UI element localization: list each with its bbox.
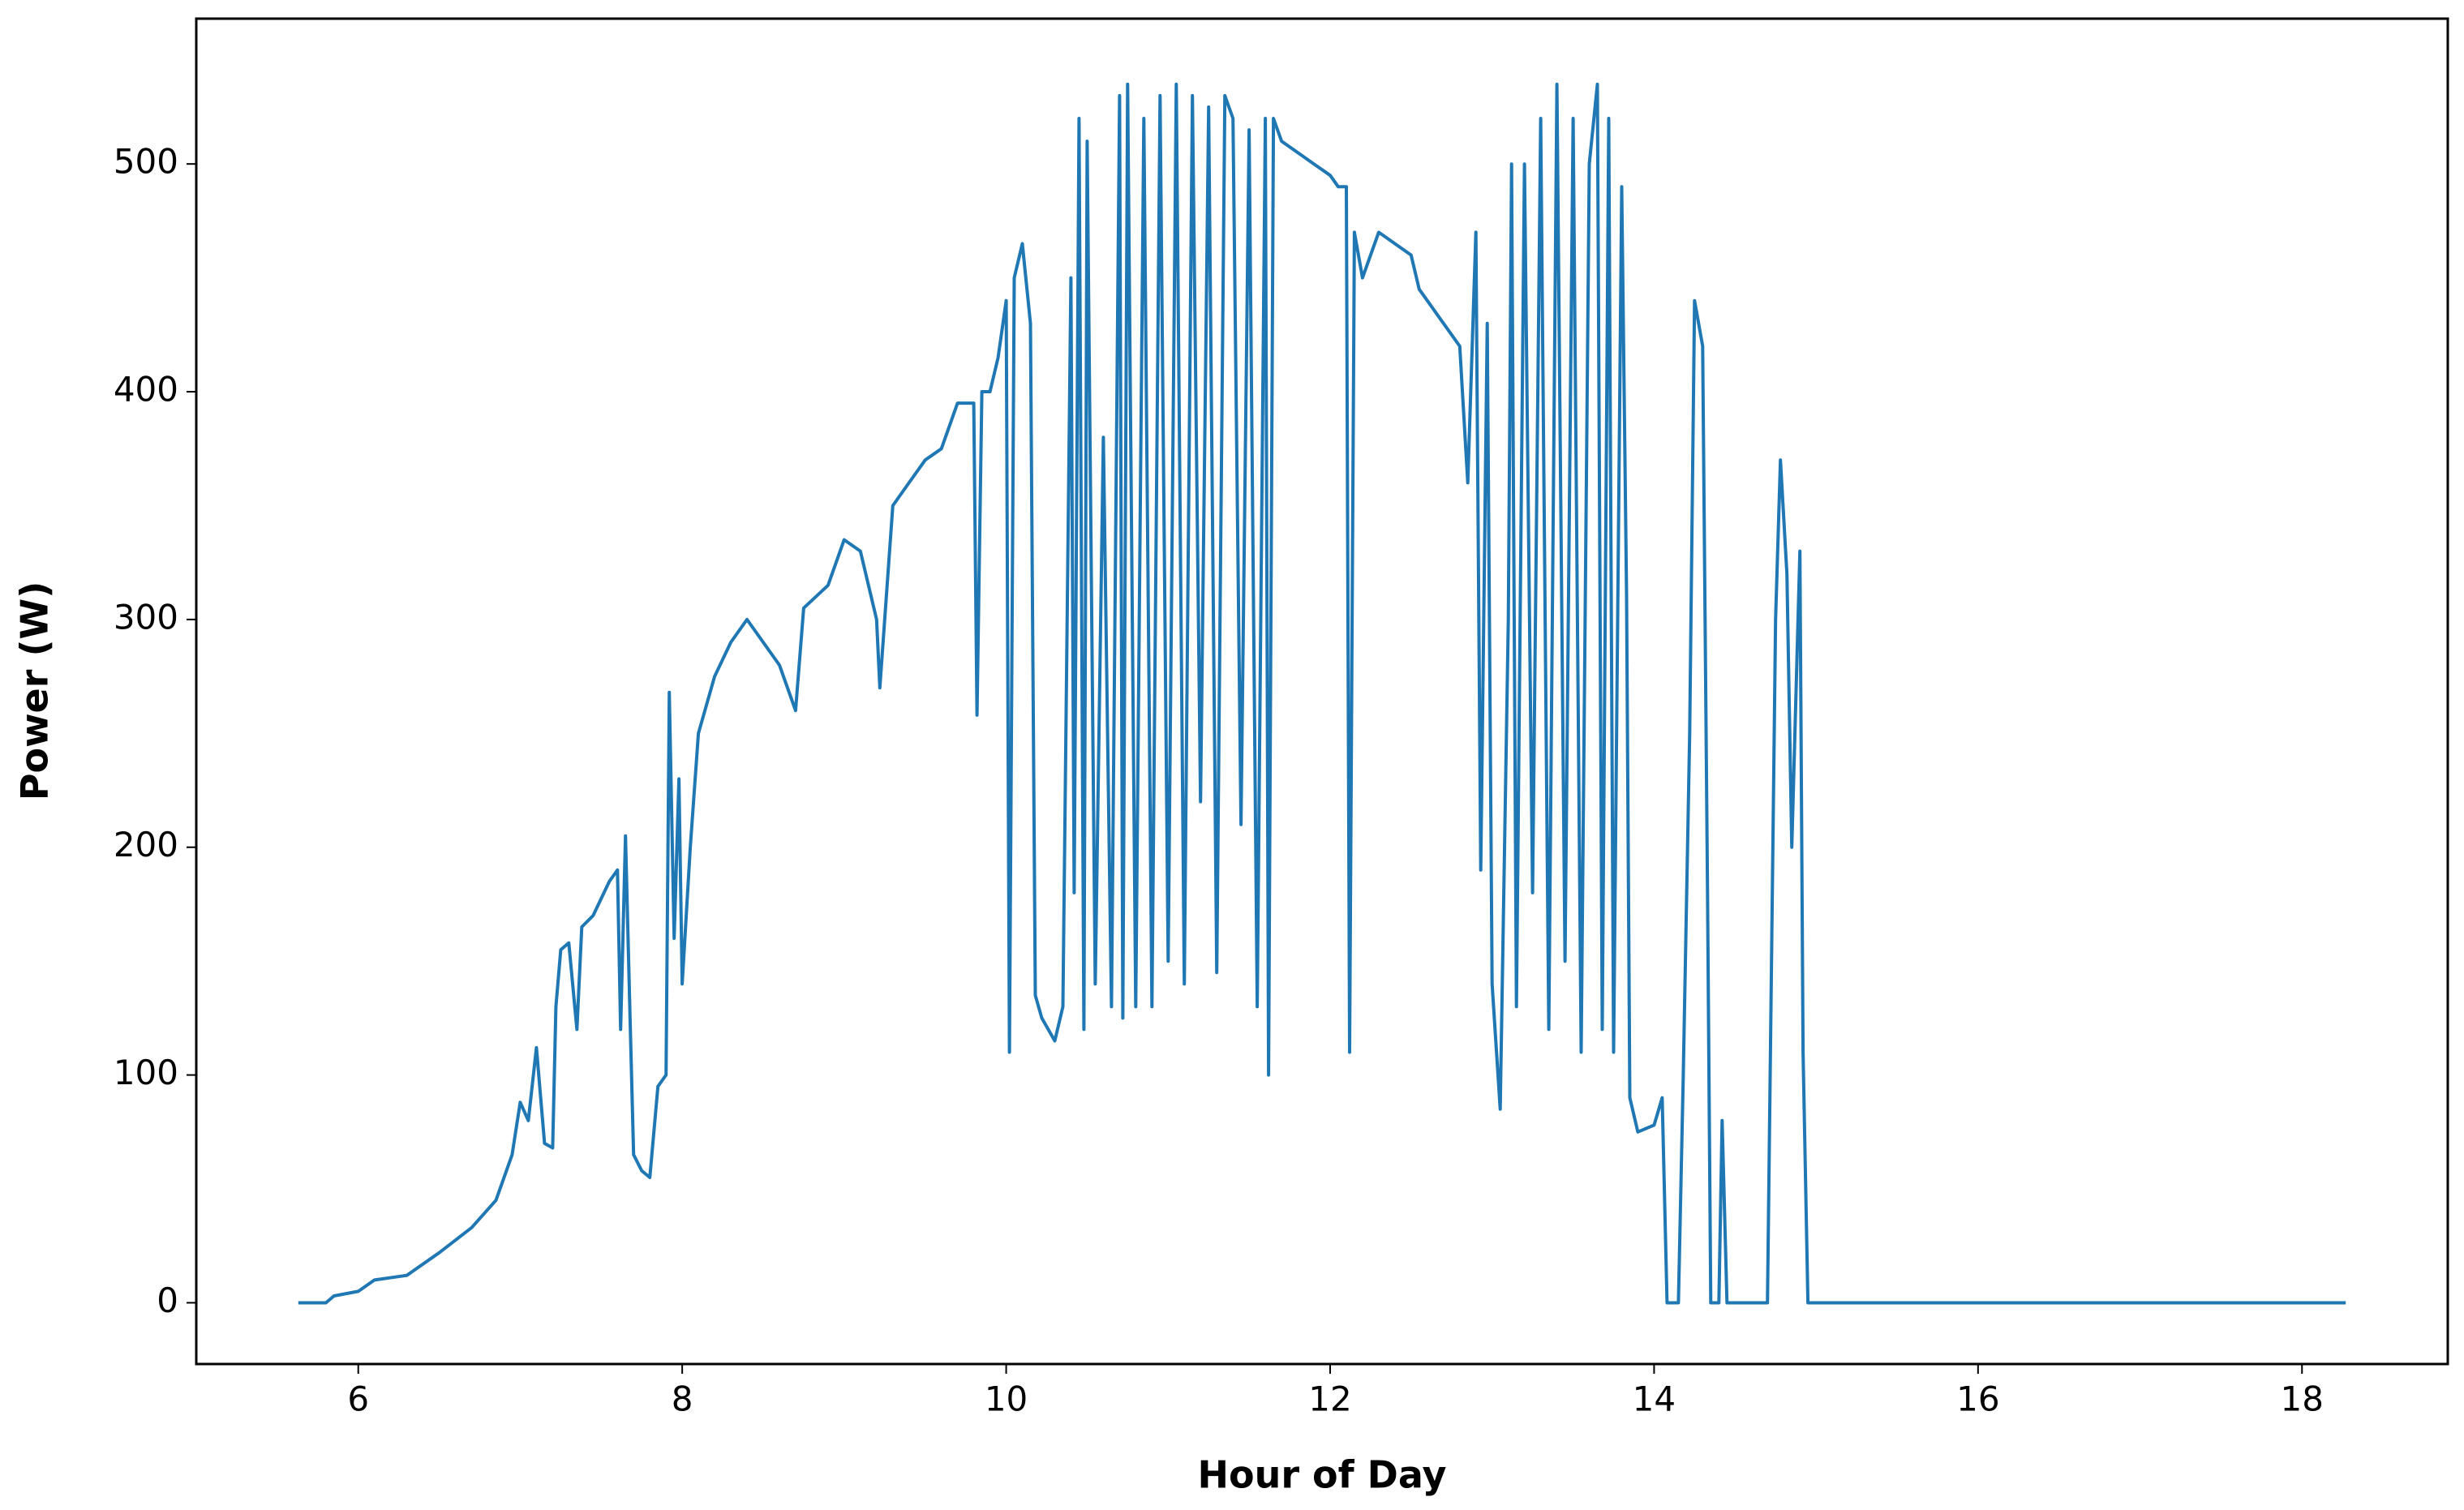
x-axis-label: Hour of Day: [1198, 1453, 1447, 1497]
x-tick-label: 12: [1308, 1379, 1351, 1419]
y-tick-label: 400: [114, 370, 178, 410]
y-tick-label: 500: [114, 142, 178, 182]
y-tick-label: 100: [114, 1053, 178, 1092]
x-tick-label: 8: [672, 1379, 693, 1419]
y-tick-label: 0: [157, 1280, 178, 1320]
plot-frame: [195, 17, 2449, 1366]
x-tick-label: 14: [1633, 1379, 1676, 1419]
y-tick-label: 200: [114, 825, 178, 864]
y-tick-label: 300: [114, 597, 178, 637]
x-tick-label: 18: [2281, 1379, 2324, 1419]
x-tick-label: 16: [1956, 1379, 1999, 1419]
y-axis-label: Power (W): [13, 581, 57, 801]
data-line: [298, 82, 2346, 1305]
x-tick-label: 10: [985, 1379, 1028, 1419]
x-tick-label: 6: [347, 1379, 369, 1419]
